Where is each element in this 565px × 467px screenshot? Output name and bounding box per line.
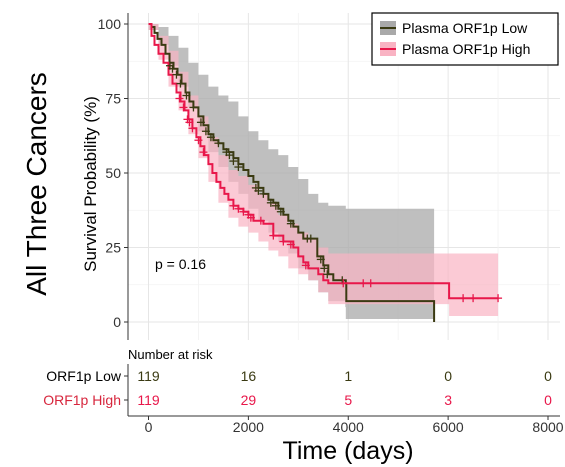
- legend: Plasma ORF1p Low Plasma ORF1p High: [371, 12, 559, 66]
- x-tick-label: 4000: [333, 419, 364, 435]
- risk-count-high: 3: [444, 392, 452, 408]
- x-axis-title: Time (days): [282, 437, 413, 465]
- ci-band-low: [148, 24, 435, 319]
- p-value-annotation: p = 0.16: [155, 256, 206, 272]
- risk-row-label-high: ORF1p High: [43, 392, 121, 408]
- y-tick-label: 100: [98, 16, 122, 32]
- risk-count-low: 0: [444, 368, 452, 384]
- x-tick-label: 6000: [433, 419, 464, 435]
- y-tick-label: 25: [105, 240, 121, 256]
- risk-count-high: 119: [137, 392, 160, 408]
- y-axis-title: Survival Probability (%): [81, 96, 100, 272]
- legend-label-high: Plasma ORF1p High: [402, 41, 530, 57]
- axes: 0 25 50 75 100: [98, 13, 129, 340]
- legend-item-high: Plasma ORF1p High: [380, 41, 530, 57]
- ci-band-high: [148, 24, 499, 316]
- y-tick-label: 75: [105, 91, 121, 107]
- x-tick-label: 2000: [233, 419, 264, 435]
- risk-row-label-low: ORF1p Low: [46, 368, 122, 384]
- risk-count-low: 1: [344, 368, 352, 384]
- x-tick-label: 8000: [532, 419, 563, 435]
- x-tick-label: 0: [145, 419, 153, 435]
- risk-count-low: 16: [241, 368, 257, 384]
- risk-count-low: 0: [544, 368, 552, 384]
- risk-count-high: 5: [344, 392, 352, 408]
- legend-label-low: Plasma ORF1p Low: [402, 20, 528, 36]
- risk-count-high: 29: [241, 392, 257, 408]
- legend-box: [371, 12, 559, 66]
- risk-table-title: Number at risk: [128, 347, 213, 362]
- survival-curve-high: [148, 23, 499, 300]
- legend-item-low: Plasma ORF1p Low: [380, 20, 528, 36]
- risk-count-low: 119: [137, 368, 160, 384]
- y-tick-label: 0: [113, 314, 121, 330]
- risk-table: Number at risk ORF1p Low 119 16 1 0 0 ORF1p Hig…: [43, 347, 564, 435]
- y-tick-label: 50: [105, 165, 121, 181]
- side-title: All Three Cancers: [21, 72, 52, 296]
- risk-count-high: 0: [544, 392, 552, 408]
- censor-marks: [165, 61, 503, 303]
